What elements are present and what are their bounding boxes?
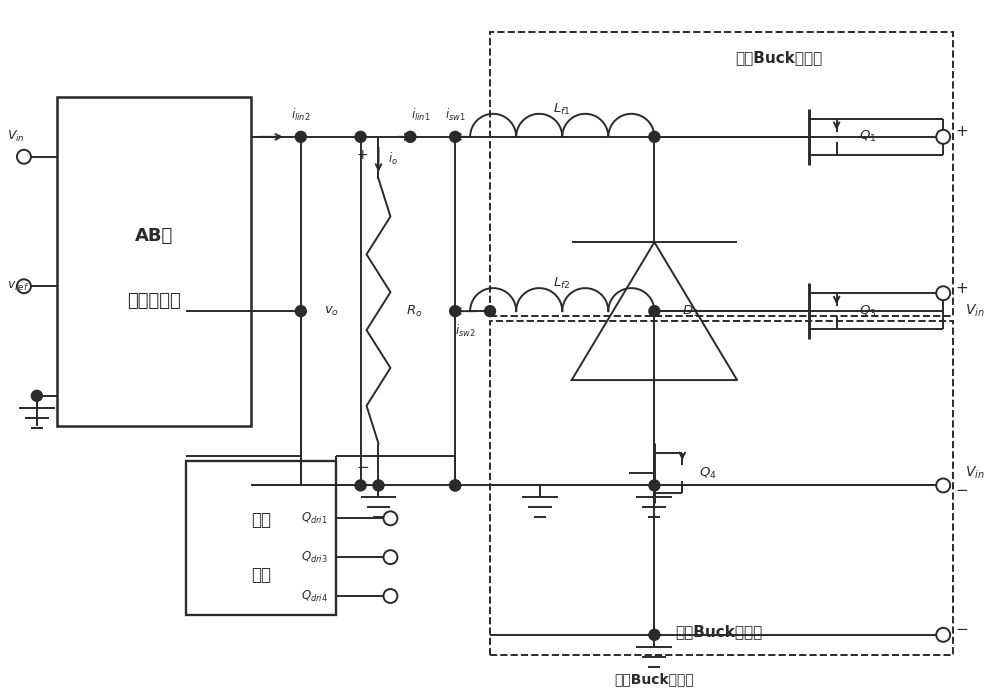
Text: $Q_3$: $Q_3$ xyxy=(859,303,876,319)
Bar xyxy=(490,321,953,655)
Text: $Q_{dri3}$: $Q_{dri3}$ xyxy=(301,549,328,565)
Text: 线性放大器: 线性放大器 xyxy=(128,292,181,310)
Text: $i_o$: $i_o$ xyxy=(388,151,398,167)
Circle shape xyxy=(383,589,397,603)
Text: 第二Buck变换器: 第二Buck变换器 xyxy=(675,625,763,639)
Text: 电路: 电路 xyxy=(251,566,271,584)
Bar xyxy=(57,97,251,426)
Circle shape xyxy=(649,305,660,316)
Circle shape xyxy=(17,150,31,164)
Circle shape xyxy=(31,390,42,401)
Text: $V_{in}$: $V_{in}$ xyxy=(7,129,25,144)
Circle shape xyxy=(936,478,950,493)
Text: $i_{sw1}$: $i_{sw1}$ xyxy=(445,107,466,123)
Circle shape xyxy=(355,480,366,491)
Circle shape xyxy=(936,130,950,144)
Bar xyxy=(490,32,953,316)
Text: $Q_1$: $Q_1$ xyxy=(859,129,876,144)
Circle shape xyxy=(649,630,660,641)
Text: $i_{lin2}$: $i_{lin2}$ xyxy=(291,107,311,123)
Text: +: + xyxy=(357,148,368,162)
Text: $v_o$: $v_o$ xyxy=(324,305,339,318)
Text: −: − xyxy=(955,623,968,637)
Text: $v_{ref}$: $v_{ref}$ xyxy=(7,280,30,293)
Text: +: + xyxy=(955,124,968,140)
Circle shape xyxy=(485,305,496,316)
Text: $L_{f2}$: $L_{f2}$ xyxy=(553,276,571,291)
Text: $D_1$: $D_1$ xyxy=(682,303,699,319)
Text: $i_{sw2}$: $i_{sw2}$ xyxy=(455,323,475,339)
Circle shape xyxy=(936,286,950,300)
Text: $Q_{dri1}$: $Q_{dri1}$ xyxy=(301,511,328,526)
Circle shape xyxy=(649,480,660,491)
Text: $L_{f1}$: $L_{f1}$ xyxy=(553,102,571,117)
Text: $R_o$: $R_o$ xyxy=(406,303,423,319)
Text: 控制: 控制 xyxy=(251,511,271,529)
Circle shape xyxy=(405,131,416,142)
Text: +: + xyxy=(955,281,968,296)
Circle shape xyxy=(355,131,366,142)
Circle shape xyxy=(450,480,461,491)
Text: 第二Buck变换器: 第二Buck变换器 xyxy=(615,672,694,687)
Circle shape xyxy=(383,511,397,525)
Circle shape xyxy=(17,279,31,293)
Circle shape xyxy=(295,305,306,316)
Circle shape xyxy=(383,550,397,564)
Text: $Q_{dri4}$: $Q_{dri4}$ xyxy=(301,589,328,603)
Text: −: − xyxy=(955,483,968,498)
Text: 第－Buck变换器: 第－Buck变换器 xyxy=(735,50,822,65)
Text: −: − xyxy=(356,460,369,475)
Text: $V_{in}$: $V_{in}$ xyxy=(965,465,985,481)
Text: $i_{lin1}$: $i_{lin1}$ xyxy=(411,107,430,123)
Text: $Q_4$: $Q_4$ xyxy=(699,466,717,480)
Bar xyxy=(186,460,336,615)
Circle shape xyxy=(649,131,660,142)
Text: AB类: AB类 xyxy=(135,227,174,245)
Circle shape xyxy=(450,480,461,491)
Text: $V_{in}$: $V_{in}$ xyxy=(965,303,985,319)
Circle shape xyxy=(450,131,461,142)
Circle shape xyxy=(450,305,461,316)
Circle shape xyxy=(373,480,384,491)
Circle shape xyxy=(295,131,306,142)
Circle shape xyxy=(936,628,950,642)
